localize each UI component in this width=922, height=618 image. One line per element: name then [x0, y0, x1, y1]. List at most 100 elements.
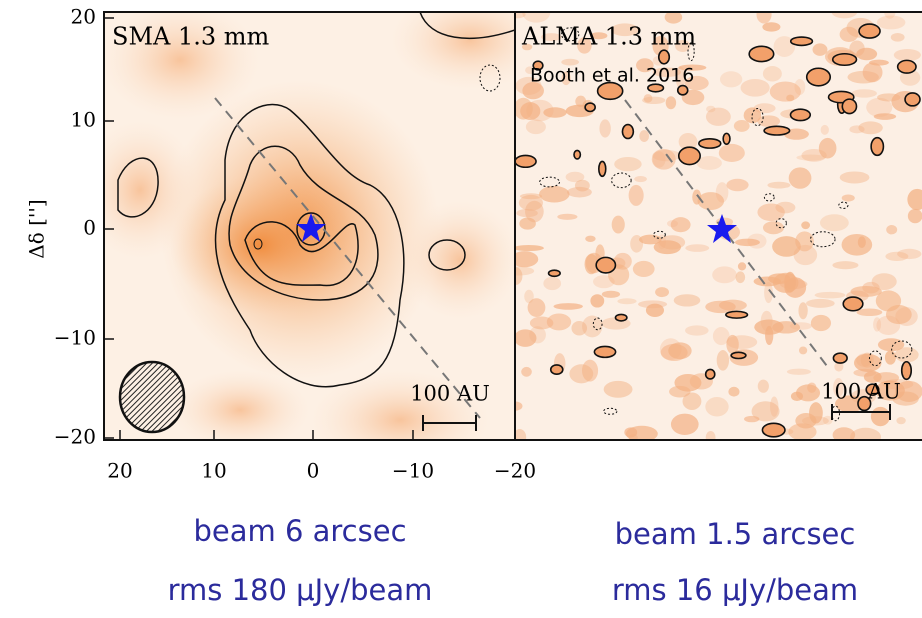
noise-blob [812, 43, 828, 56]
noise-blob [716, 350, 730, 371]
credit: Booth et al. 2016 [530, 65, 694, 87]
noise-blob [873, 372, 900, 384]
y-tick-label: −20 [54, 425, 96, 449]
noise-blob [665, 96, 677, 110]
noise-blob [849, 125, 865, 134]
noise-blob [660, 343, 688, 362]
x-tick-label: 20 [107, 459, 132, 483]
noise-blob [634, 176, 647, 183]
noise-blob [764, 282, 773, 304]
noise-blob [541, 33, 562, 42]
noise-blob [652, 151, 666, 168]
scale-label: 100 AU [821, 380, 901, 404]
noise-blob [890, 32, 905, 42]
noise-blob [839, 26, 859, 42]
contour [870, 136, 885, 157]
noise-blob [712, 327, 730, 346]
contour [595, 256, 617, 274]
contour [698, 137, 722, 149]
contour [704, 368, 716, 380]
alma-frame [514, 11, 922, 441]
noise-blob [740, 78, 770, 97]
noise-blob [524, 289, 534, 304]
contour [842, 296, 864, 312]
noise-blob [744, 415, 760, 423]
contour [687, 42, 695, 62]
noise-blob [585, 235, 596, 242]
y-axis-label: Δδ [''] [25, 199, 49, 258]
noise-blob [515, 251, 539, 268]
contour [900, 360, 913, 381]
noise-blob [757, 203, 785, 222]
contour [865, 383, 880, 396]
noise-blob [728, 386, 740, 397]
noise-blob [809, 402, 823, 424]
noise-blob [762, 65, 782, 82]
noise-blob [611, 23, 639, 37]
noise-blob [850, 427, 882, 440]
contour [763, 125, 791, 136]
contour [805, 67, 832, 87]
noise-blob [670, 217, 691, 233]
noise-blob [593, 275, 615, 289]
noise-blob [589, 32, 608, 40]
contour [614, 313, 628, 322]
noise-blob [522, 82, 544, 100]
noise-blob [515, 266, 535, 276]
contour [775, 218, 787, 229]
noise-blob [786, 368, 811, 375]
contour [584, 102, 596, 113]
noise-blob [788, 167, 812, 189]
noise-blob [735, 271, 746, 284]
noise-blob [574, 179, 590, 192]
noise-blob [718, 143, 745, 162]
contour [763, 193, 775, 202]
noise-blob [705, 431, 716, 440]
contour [896, 59, 917, 74]
noise-blob [819, 214, 849, 232]
noise-blob [873, 317, 882, 332]
noise-blob [617, 298, 637, 305]
noise-blob [614, 157, 642, 172]
noise-blob [565, 171, 585, 183]
noise-blob [582, 315, 603, 338]
noise-blob [613, 252, 632, 270]
noise-blob [521, 43, 533, 51]
noise-blob [796, 154, 825, 161]
noise-blob [839, 171, 870, 184]
noise-blob [561, 58, 579, 66]
noise-blob [765, 325, 774, 346]
noise-blob [525, 66, 536, 75]
y-tick-label: −10 [54, 326, 96, 350]
noise-blob [786, 94, 795, 102]
contour [725, 310, 749, 319]
noise-blob [670, 413, 699, 435]
noise-blob [557, 213, 578, 220]
noise-blob [772, 321, 801, 334]
noise-blob [757, 379, 769, 393]
noise-blob [862, 62, 883, 83]
noise-blob [543, 107, 567, 118]
contour [789, 36, 814, 47]
contour [730, 351, 747, 360]
noise-blob [678, 133, 698, 151]
noise-blob [796, 384, 821, 402]
noise-blob [767, 181, 791, 189]
x-tick-label: 0 [307, 459, 320, 483]
contour [653, 230, 666, 239]
noise-blob [853, 353, 882, 372]
noise-blob [884, 350, 896, 365]
y-tick-label: 0 [83, 216, 96, 240]
noise-blob [858, 121, 883, 135]
noise-blob [515, 329, 537, 347]
noise-blob [894, 347, 919, 363]
noise-blob [884, 12, 896, 19]
noise-blob [582, 359, 599, 382]
contour [676, 84, 689, 96]
noise-blob [539, 185, 570, 203]
noise-blob [775, 201, 796, 214]
contour [722, 132, 731, 146]
noise-blob [515, 401, 523, 411]
contour [761, 422, 786, 438]
